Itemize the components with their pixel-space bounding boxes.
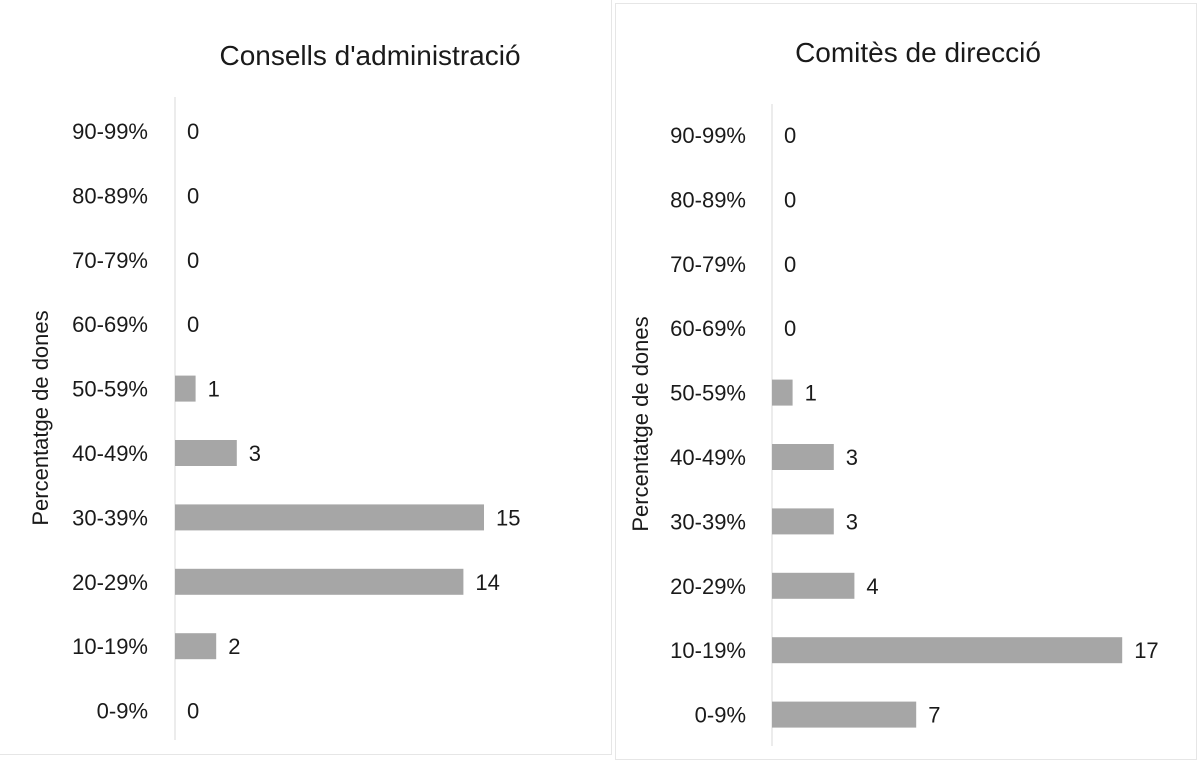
bar-value-label: 0 <box>187 248 199 273</box>
bar-value-label: 1 <box>805 381 817 406</box>
bar-30-39% <box>772 508 834 535</box>
bar-value-label: 0 <box>784 252 796 277</box>
category-tick-label: 10-19% <box>72 634 148 659</box>
category-tick-label: 0-9% <box>695 703 746 728</box>
y-axis-label: Percentatge de dones <box>28 310 53 525</box>
bar-50-59% <box>772 379 793 406</box>
chart-comites-svg: Comitès de direcció Percentatge de dones 9… <box>628 37 1159 746</box>
category-tick-label: 80-89% <box>670 187 746 212</box>
bar-value-label: 0 <box>187 312 199 337</box>
bar-value-label: 0 <box>784 187 796 212</box>
chart-panel-consells: Consells d'administració Percentatge de d… <box>0 0 612 755</box>
category-tick-label: 90-99% <box>72 119 148 144</box>
category-tick-label: 30-39% <box>72 505 148 530</box>
bar-value-label: 0 <box>187 119 199 144</box>
bar-40-49% <box>175 440 237 466</box>
bar-20-29% <box>772 572 855 599</box>
bar-50-59% <box>175 375 196 402</box>
chart-consells-svg: Consells d'administració Percentatge de d… <box>28 40 521 740</box>
bar-value-label: 15 <box>496 505 520 530</box>
category-tick-label: 20-29% <box>72 570 148 595</box>
category-tick-label: 60-69% <box>670 316 746 341</box>
category-tick-label: 40-49% <box>72 441 148 466</box>
bar-10-19% <box>772 637 1123 664</box>
bar-40-49% <box>772 444 834 470</box>
bar-30-39% <box>175 504 484 531</box>
bar-value-label: 0 <box>784 123 796 148</box>
category-tick-label: 10-19% <box>670 638 746 663</box>
category-tick-label: 30-39% <box>670 509 746 534</box>
category-tick-label: 50-59% <box>72 377 148 402</box>
chart-panel-comites: Comitès de direcció Percentatge de dones 9… <box>615 3 1197 760</box>
category-tick-label: 70-79% <box>72 248 148 273</box>
bar-value-label: 3 <box>846 509 858 534</box>
bar-value-label: 1 <box>208 377 220 402</box>
y-axis-label: Percentatge de dones <box>628 316 653 531</box>
bar-value-label: 2 <box>228 634 240 659</box>
chart-title: Comitès de direcció <box>795 37 1041 68</box>
category-tick-label: 20-29% <box>670 574 746 599</box>
chart-title: Consells d'administració <box>219 40 520 71</box>
category-tick-label: 90-99% <box>670 123 746 148</box>
category-tick-label: 0-9% <box>97 699 148 724</box>
bar-20-29% <box>175 568 464 595</box>
bar-value-label: 0 <box>784 316 796 341</box>
bar-10-19% <box>175 633 217 660</box>
bar-value-label: 4 <box>866 574 878 599</box>
bar-value-label: 14 <box>475 570 499 595</box>
category-tick-label: 80-89% <box>72 183 148 208</box>
bar-value-label: 0 <box>187 699 199 724</box>
bar-value-label: 0 <box>187 183 199 208</box>
bar-value-label: 3 <box>249 441 261 466</box>
category-tick-label: 40-49% <box>670 445 746 470</box>
category-tick-label: 50-59% <box>670 381 746 406</box>
category-tick-label: 60-69% <box>72 312 148 337</box>
bar-value-label: 3 <box>846 445 858 470</box>
bar-value-label: 17 <box>1134 638 1158 663</box>
category-tick-label: 70-79% <box>670 252 746 277</box>
bar-0-9% <box>772 701 917 728</box>
bar-value-label: 7 <box>928 703 940 728</box>
